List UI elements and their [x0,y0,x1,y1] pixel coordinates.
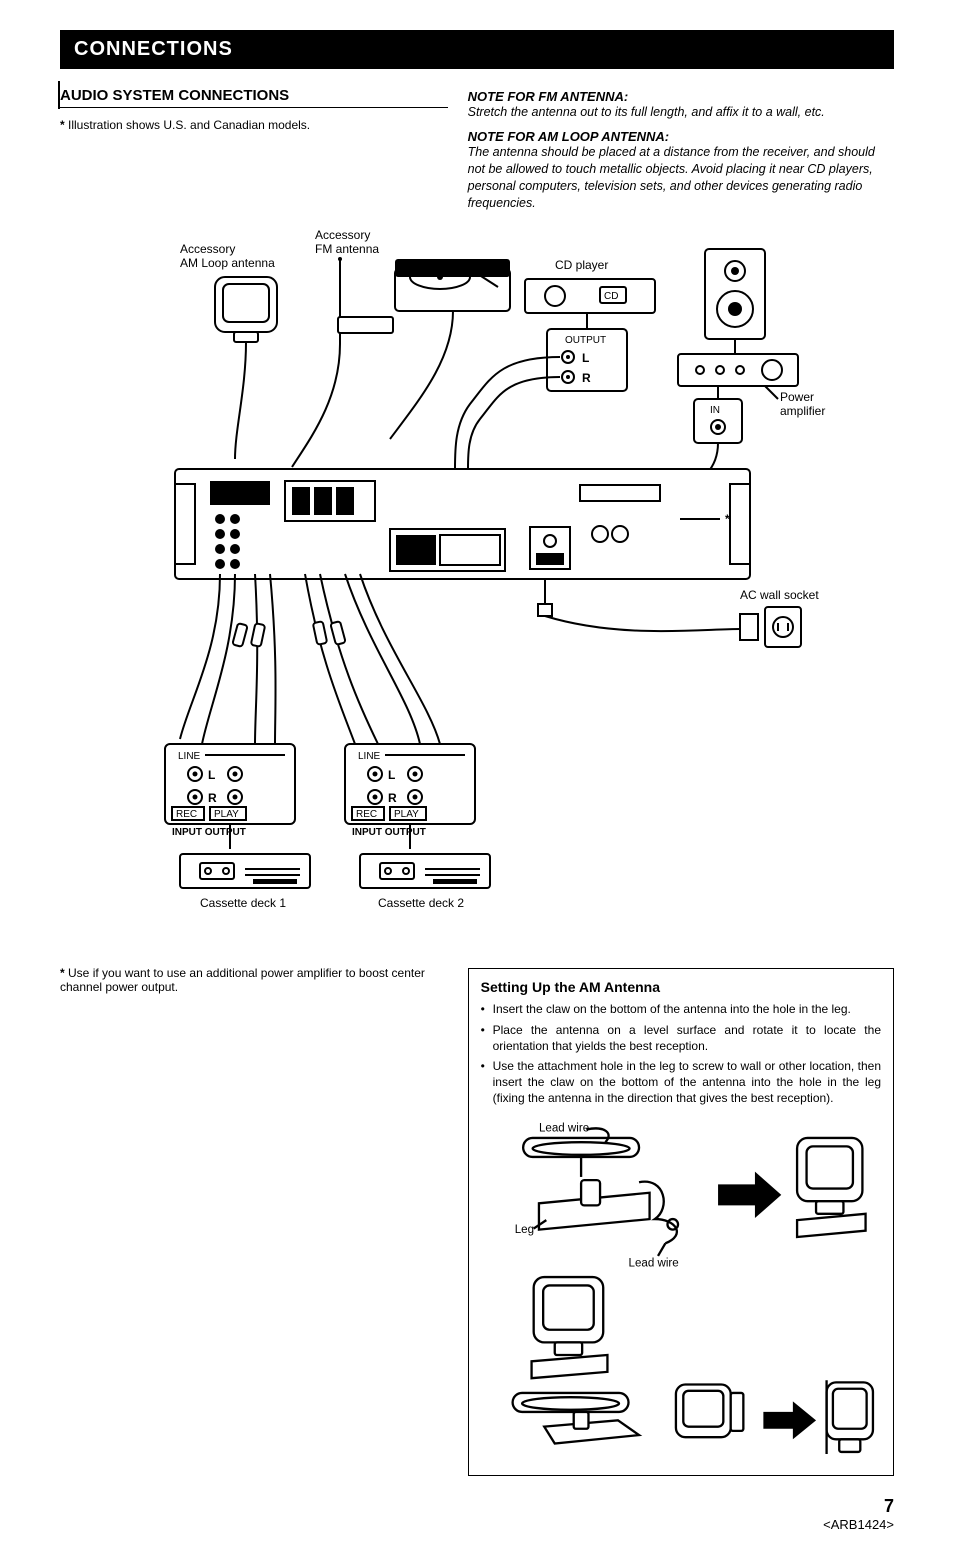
c2-l: L [388,768,395,782]
right-column: NOTE FOR FM ANTENNA: Stretch the antenna… [468,87,894,219]
cassette-wires [180,574,440,744]
page-number: 7 [60,1496,894,1517]
label-power: Power [780,390,814,404]
label-output: OUTPUT [565,335,606,346]
cassette2-panel: LINE L R REC PLAY INPUT OUTPUT [345,744,475,849]
fig-lead-wire2: Lead wire [628,1257,678,1269]
label-accessory: Accessory [315,229,370,242]
antenna-svg: .as { stroke:#000; stroke-width:2.2; fil… [481,1119,881,1456]
footnote: Use if you want to use an additional pow… [60,966,448,994]
cassette2-device: Cassette deck 2 [360,854,490,910]
c1-r: R [208,791,217,805]
page-header: CONNECTIONS [60,30,894,69]
receiver-icon: * [175,469,750,616]
setting-box: Setting Up the AM Antenna Insert the cla… [468,968,894,1475]
intro-bullet: Illustration shows U.S. and Canadian mod… [60,118,448,132]
label-star: * [725,512,730,526]
fm-note-body: Stretch the antenna out to its full leng… [468,104,894,121]
fig-assembled-front [531,1277,607,1378]
intro-columns: AUDIO SYSTEM CONNECTIONS Illustration sh… [60,87,894,219]
c1-line: LINE [178,751,201,762]
left-column: AUDIO SYSTEM CONNECTIONS Illustration sh… [60,87,448,219]
section-title-text: AUDIO SYSTEM CONNECTIONS [60,87,289,104]
c2-rec: REC [356,809,377,820]
cassette1-device: Cassette deck 1 [180,854,310,910]
label-fm-antenna: FM antenna [315,242,379,256]
label-in: IN [710,405,720,416]
fm-note-heading: NOTE FOR FM ANTENNA: [468,89,894,104]
label-cd: CD player [555,258,608,272]
label-amp: amplifier [780,404,825,418]
cd-l: L [582,351,589,365]
setting-item: Insert the claw on the bottom of the ant… [481,1001,881,1017]
c1-io: INPUT OUTPUT [172,827,246,838]
speaker-icon [705,249,765,339]
antenna-figures: .as { stroke:#000; stroke-width:2.2; fil… [481,1119,881,1459]
power-amp-icon: Power amplifier IN [678,339,825,489]
c2-line: LINE [358,751,381,762]
doc-code: <ARB1424> [60,1517,894,1532]
fig-leg: Leg [514,1223,533,1235]
am-loop-icon [215,277,277,459]
label-cd-badge: CD [604,291,618,302]
label-cassette1: Cassette deck 1 [200,896,286,910]
section-title: AUDIO SYSTEM CONNECTIONS [60,87,448,108]
setting-list: Insert the claw on the bottom of the ant… [481,1001,881,1106]
fig-lead-wire: Lead wire [539,1122,589,1134]
page-footer: 7 <ARB1424> [60,1496,894,1532]
c2-io: INPUT OUTPUT [352,827,426,838]
fm-antenna-icon [292,257,342,467]
lower-left: Use if you want to use an additional pow… [60,956,448,1475]
am-note-body: The antenna should be placed at a distan… [468,144,894,212]
c1-rec: REC [176,809,197,820]
turntable-icon: Turntable [338,259,510,439]
setting-title: Setting Up the AM Antenna [481,979,881,995]
c1-play: PLAY [214,809,239,820]
setting-item: Place the antenna on a level surface and… [481,1022,881,1054]
label-accessory2: Accessory [180,242,235,256]
cassette1-panel: LINE L R REC PLAY INPUT OUTPUT [165,744,295,849]
cd-r: R [582,371,591,385]
label-ac: AC wall socket [740,588,819,602]
fig-row1: Lead wire Leg Lead wire [514,1122,865,1269]
label-am-loop: AM Loop antenna [180,256,275,270]
label-cassette2: Cassette deck 2 [378,896,464,910]
fig-row3 [512,1380,872,1454]
diagram-svg: .s { stroke:#000; stroke-width:2; fill:n… [60,229,894,949]
lower-columns: Use if you want to use an additional pow… [60,956,894,1475]
wiring-diagram: .s { stroke:#000; stroke-width:2; fill:n… [60,229,894,952]
c1-l: L [208,768,215,782]
ac-wall-icon: AC wall socket [545,588,819,647]
am-note-heading: NOTE FOR AM LOOP ANTENNA: [468,129,894,144]
c2-play: PLAY [394,809,419,820]
setting-item: Use the attachment hole in the leg to sc… [481,1058,881,1107]
header-title: CONNECTIONS [74,38,233,60]
lower-right: Setting Up the AM Antenna Insert the cla… [468,956,894,1475]
c2-r: R [388,791,397,805]
